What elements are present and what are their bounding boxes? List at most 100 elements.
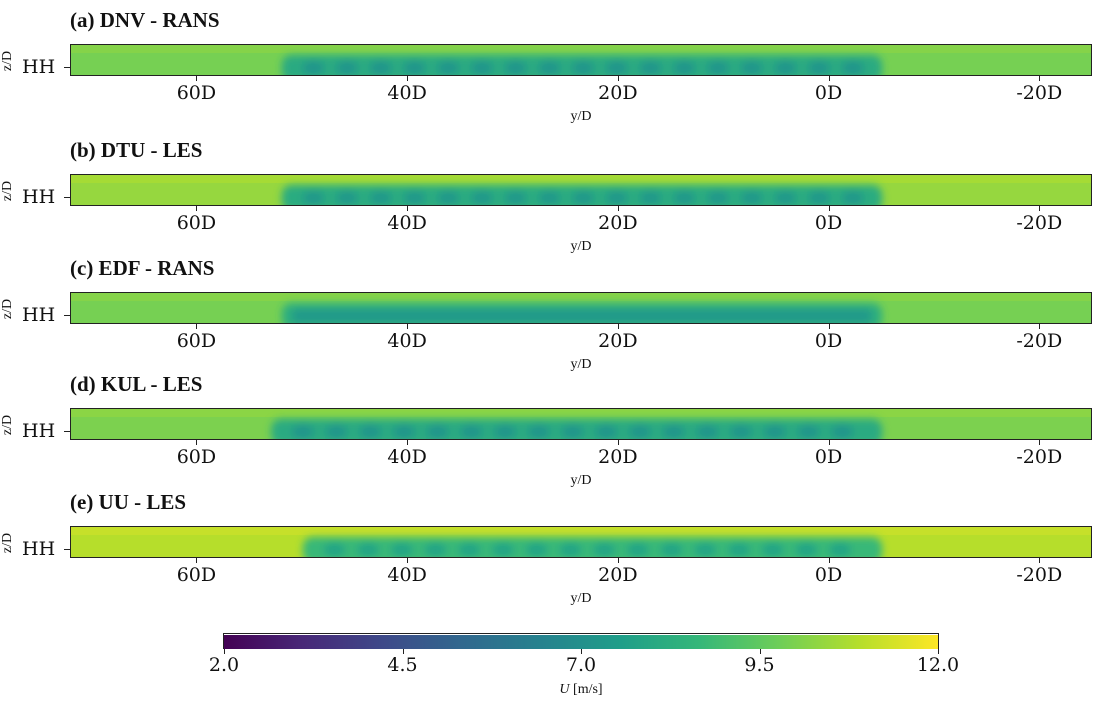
colorbar-tick-label: 12.0 bbox=[916, 654, 960, 676]
turbine-wake-spot bbox=[323, 543, 346, 557]
turbine-wake-spot bbox=[639, 191, 662, 205]
panel: (d) KUL - LES z/D HH 60D 40D 20D 0D -20D y/D bbox=[0, 372, 1104, 496]
panel-title: (a) DNV - RANS bbox=[70, 8, 220, 32]
heatmap-field bbox=[71, 293, 1091, 323]
colorbar-tick-label: 2.0 bbox=[208, 654, 240, 676]
x-tick-label: 0D bbox=[814, 82, 843, 104]
y-axis-label: z/D bbox=[0, 526, 16, 560]
upper-flow-band bbox=[71, 409, 1091, 417]
colorbar-tick-label: 9.5 bbox=[744, 654, 775, 676]
heatmap-field bbox=[71, 409, 1091, 439]
x-axis-label: y/D bbox=[570, 473, 592, 488]
wake-region bbox=[271, 419, 883, 439]
turbine-wake-spot bbox=[727, 543, 750, 557]
turbine-wake-spot bbox=[437, 61, 460, 75]
x-tick-label: 0D bbox=[814, 446, 843, 468]
turbine-wake-spot bbox=[595, 425, 618, 439]
turbine-wake-spot bbox=[390, 543, 413, 557]
y-axis-label-text: z/D bbox=[0, 414, 15, 436]
turbine-wake-spot bbox=[325, 425, 348, 439]
x-tick-mark bbox=[1039, 440, 1041, 445]
turbine-wake-spot bbox=[357, 543, 380, 557]
y-tick-label: HH bbox=[22, 186, 56, 208]
heatmap-plot bbox=[70, 44, 1092, 76]
y-axis-label-text: z/D bbox=[0, 532, 15, 554]
turbine-wake-spot bbox=[424, 543, 447, 557]
y-tick-mark bbox=[64, 549, 70, 550]
panel-title: (b) DTU - LES bbox=[70, 138, 203, 162]
turbine-wake-spot bbox=[359, 425, 382, 439]
turbine-wake-spot bbox=[662, 425, 685, 439]
upper-flow-band bbox=[71, 527, 1091, 535]
turbine-wake-spot bbox=[369, 191, 392, 205]
x-tick-mark bbox=[196, 76, 198, 81]
x-tick-label: 40D bbox=[387, 330, 427, 352]
y-tick-label: HH bbox=[22, 420, 56, 442]
turbine-wake-spot bbox=[302, 191, 325, 205]
wake-region bbox=[281, 55, 883, 75]
colorbar-tick-mark bbox=[759, 649, 761, 654]
turbine-wake-spot bbox=[494, 425, 517, 439]
turbine-wake-spot bbox=[626, 543, 649, 557]
turbine-wake-spot bbox=[302, 61, 325, 75]
x-tick-label: -20D bbox=[1016, 82, 1063, 104]
wake-region bbox=[281, 303, 883, 323]
y-tick-mark bbox=[64, 67, 70, 68]
x-tick-label: 40D bbox=[387, 82, 427, 104]
turbine-wake-spot bbox=[470, 61, 493, 75]
x-tick-mark bbox=[828, 440, 830, 445]
x-tick-mark bbox=[407, 558, 409, 563]
y-axis-label: z/D bbox=[0, 408, 16, 442]
turbine-wake-spot bbox=[458, 543, 481, 557]
turbine-wake-spot bbox=[740, 61, 763, 75]
turbine-wake-spot bbox=[291, 425, 314, 439]
panel: (c) EDF - RANS z/D HH 60D 40D 20D 0D -20D y/D bbox=[0, 256, 1104, 380]
turbine-wake-spot bbox=[437, 191, 460, 205]
x-tick-mark bbox=[828, 558, 830, 563]
x-tick-label: 20D bbox=[598, 564, 638, 586]
x-tick-mark bbox=[407, 324, 409, 329]
x-tick-label: 40D bbox=[387, 446, 427, 468]
turbine-wake-spot bbox=[706, 191, 729, 205]
turbine-wake-spot bbox=[561, 425, 584, 439]
x-tick-label: 60D bbox=[176, 212, 217, 234]
heatmap-plot bbox=[70, 526, 1092, 558]
colorbar-tick-mark bbox=[938, 649, 939, 654]
turbine-wake-spot bbox=[527, 425, 550, 439]
x-tick-label: 0D bbox=[814, 212, 843, 234]
colorbar-tick-mark bbox=[402, 649, 404, 654]
x-tick-label: -20D bbox=[1016, 446, 1063, 468]
y-tick-mark bbox=[64, 315, 70, 316]
x-tick-label: 20D bbox=[598, 330, 638, 352]
x-tick-label: 20D bbox=[598, 82, 638, 104]
turbine-wake-spot bbox=[572, 61, 595, 75]
turbine-wake-spot bbox=[369, 61, 392, 75]
x-tick-mark bbox=[617, 440, 619, 445]
x-axis-label: y/D bbox=[570, 591, 592, 606]
x-tick-mark bbox=[407, 76, 409, 81]
x-tick-mark bbox=[196, 440, 198, 445]
x-tick-label: 20D bbox=[598, 446, 638, 468]
turbine-wake-spot bbox=[538, 191, 561, 205]
turbine-wake-spot bbox=[673, 61, 696, 75]
x-tick-mark bbox=[828, 206, 830, 211]
heatmap-plot bbox=[70, 408, 1092, 440]
x-tick-mark bbox=[617, 206, 619, 211]
y-axis-label-text: z/D bbox=[0, 180, 15, 202]
y-tick-mark bbox=[64, 197, 70, 198]
x-tick-mark bbox=[196, 324, 198, 329]
x-tick-mark bbox=[617, 558, 619, 563]
turbine-wake-spot bbox=[593, 543, 616, 557]
x-tick-mark bbox=[828, 324, 830, 329]
y-axis-label: z/D bbox=[0, 44, 16, 78]
y-axis-label-text: z/D bbox=[0, 298, 15, 320]
turbine-wake-spot bbox=[470, 191, 493, 205]
colorbar-tick-label: 4.5 bbox=[387, 654, 418, 676]
turbine-wake-spot bbox=[696, 425, 719, 439]
y-axis-label-text: z/D bbox=[0, 50, 15, 72]
panel-title: (d) KUL - LES bbox=[70, 372, 203, 396]
panel: (a) DNV - RANS z/D HH 60D 40D 20D 0D -20D y/D bbox=[0, 8, 1104, 132]
x-tick-label: 60D bbox=[176, 82, 217, 104]
x-tick-label: 60D bbox=[176, 330, 217, 352]
turbine-wake-spot bbox=[774, 191, 797, 205]
